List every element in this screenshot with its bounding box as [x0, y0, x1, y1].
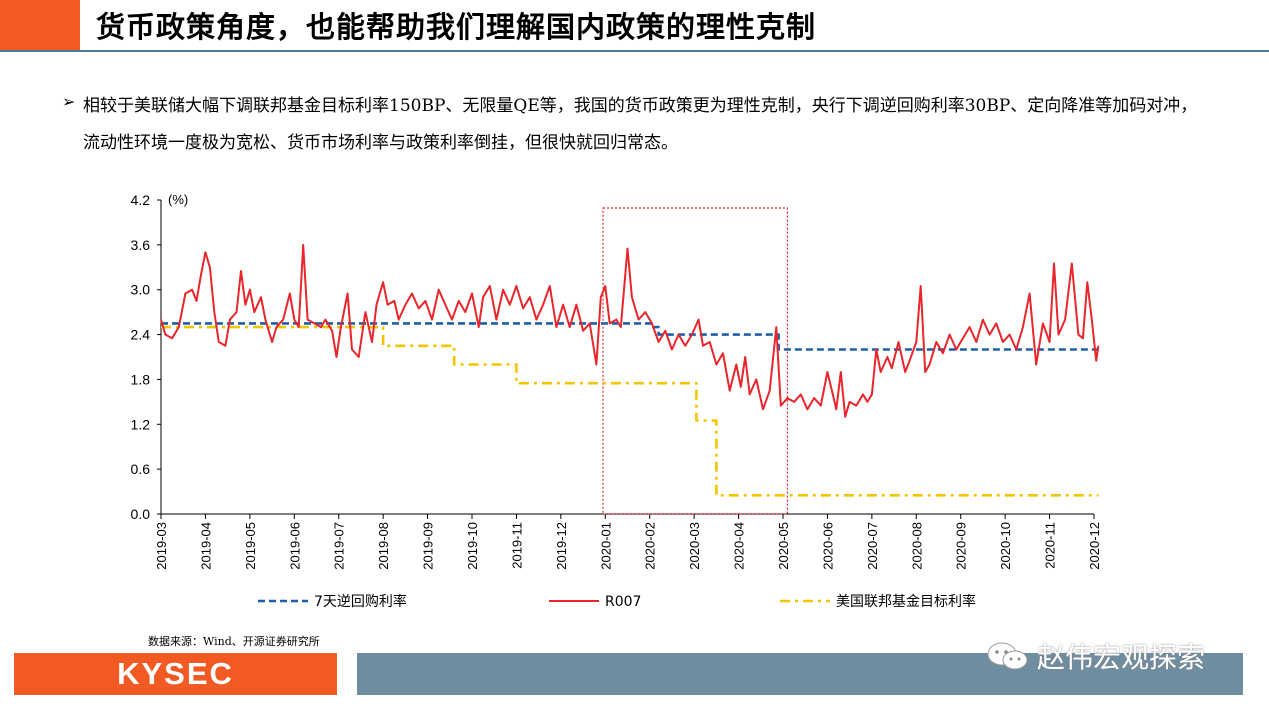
x-tick-label: 2020-11 [1043, 522, 1058, 569]
x-tick-label: 2019-10 [465, 522, 480, 570]
data-source-note: 数据来源：Wind、开源证券研究所 [148, 635, 320, 648]
x-tick-label: 2020-10 [998, 522, 1013, 570]
legend-label-1: R007 [605, 594, 641, 610]
x-tick-label: 2019-07 [332, 522, 347, 570]
wechat-icon [987, 642, 1028, 670]
y-tick-label: 0.0 [131, 506, 151, 522]
x-tick-label: 2019-08 [376, 522, 391, 570]
page-title: 货币政策角度，也能帮助我们理解国内政策的理性克制 [96, 10, 817, 44]
x-tick-label: 2019-05 [243, 522, 258, 570]
logo-band: KYSEC [14, 653, 337, 695]
x-tick-label: 2019-11 [509, 522, 524, 569]
watermark-text: 赵伟宏观探索 [1037, 641, 1206, 674]
y-unit-label: (%) [168, 192, 188, 207]
y-tick-label: 1.8 [131, 371, 151, 387]
series-line-1 [160, 243, 1100, 418]
series-line-2 [161, 325, 1099, 497]
x-tick-label: 2020-07 [865, 522, 880, 570]
x-tick-label: 2020-12 [1087, 522, 1102, 570]
company-logo: KYSEC [117, 656, 234, 691]
x-tick-label: 2020-01 [598, 522, 613, 570]
legend-label-0: 7天逆回购利率 [314, 593, 407, 610]
x-tick-label: 2019-12 [554, 522, 569, 570]
bullet-arrow-icon: ➢ [62, 92, 76, 111]
x-tick-label: 2020-05 [776, 522, 791, 570]
body-paragraph: 相较于美联储大幅下调联邦基金目标利率150BP、无限量QE等，我国的货币政策更为… [83, 96, 1198, 153]
x-tick-label: 2020-08 [909, 522, 924, 570]
highlight-box [602, 207, 789, 515]
watermark: 赵伟宏观探索 [985, 636, 1205, 676]
x-tick-label: 2020-09 [954, 522, 969, 570]
x-tick-label: 2019-03 [154, 522, 169, 570]
x-tick-label: 2019-09 [421, 522, 436, 570]
y-tick-label: 0.6 [131, 461, 151, 477]
title-accent-block [0, 0, 80, 50]
x-tick-label: 2020-03 [687, 522, 702, 570]
title-divider [0, 50, 1269, 52]
x-tick-label: 2020-06 [820, 522, 835, 570]
y-tick-label: 3.6 [131, 237, 151, 253]
x-tick-label: 2019-06 [287, 522, 302, 570]
y-tick-label: 3.0 [131, 282, 151, 298]
x-tick-label: 2019-04 [198, 522, 213, 570]
y-tick-label: 2.4 [131, 327, 151, 343]
title-bar: 货币政策角度，也能帮助我们理解国内政策的理性克制 [0, 0, 1269, 54]
x-tick-label: 2020-04 [732, 522, 747, 570]
footer-band [357, 653, 1243, 695]
y-tick-label: 4.2 [131, 192, 151, 208]
legend-label-2: 美国联邦基金目标利率 [836, 593, 976, 610]
x-tick-label: 2020-02 [643, 522, 658, 570]
y-tick-label: 1.2 [131, 416, 151, 432]
